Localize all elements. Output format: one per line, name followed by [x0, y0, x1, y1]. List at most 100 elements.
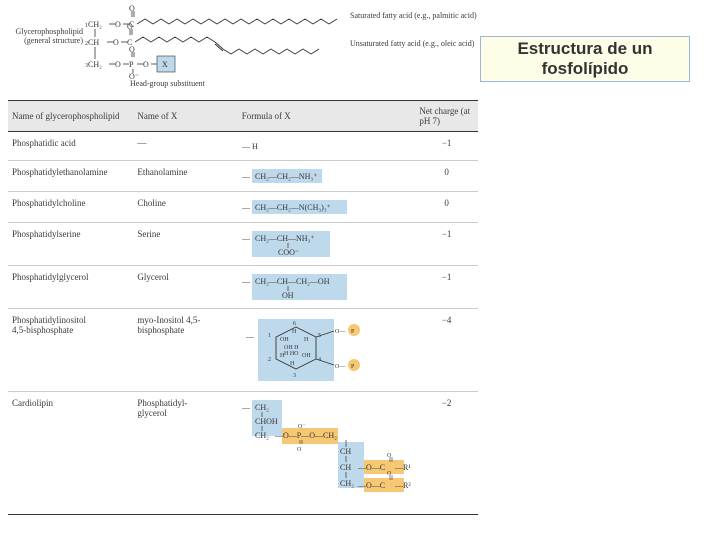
svg-text:—: —: [242, 203, 251, 212]
x-box-label: X: [162, 60, 168, 69]
structure-svg: 1CH₂ 2CH 3CH₂ O C O O C O: [85, 5, 365, 100]
cell-charge: −1: [415, 223, 478, 266]
cell-formula: — CH₂—CH₂—N(CH₃)₃⁺: [238, 192, 416, 223]
svg-text:3: 3: [293, 373, 296, 379]
svg-text:O—: O—: [335, 364, 346, 370]
svg-text:2CH: 2CH: [85, 38, 99, 47]
table-row: CardiolipinPhosphatidyl- glycerol — CH₂ …: [8, 392, 478, 515]
svg-text:—R¹: —R¹: [394, 463, 411, 472]
cell-name: Cardiolipin: [8, 392, 133, 515]
svg-text:CH₂—CH—NH₃⁺: CH₂—CH—NH₃⁺: [255, 234, 315, 243]
svg-text:O⁻: O⁻: [129, 72, 139, 81]
svg-text:6: 6: [293, 321, 296, 327]
svg-text:—: —: [242, 234, 251, 243]
table-header-row: Name of glycerophospholipid Name of X Fo…: [8, 101, 478, 132]
cell-name: Phosphatidylserine: [8, 223, 133, 266]
svg-text:OH: OH: [280, 337, 289, 343]
cell-charge: −1: [415, 266, 478, 309]
table-row: PhosphatidylserineSerine — CH₂—CH—NH₃⁺ C…: [8, 223, 478, 266]
svg-text:OH: OH: [282, 291, 294, 300]
svg-text:P: P: [129, 60, 134, 69]
svg-text:CH: CH: [340, 447, 351, 456]
svg-text:1: 1: [268, 333, 271, 339]
svg-text:O: O: [113, 38, 119, 47]
svg-text:H HO: H HO: [284, 351, 299, 357]
page: Estructura de un fosfolípido Glycerophos…: [0, 0, 720, 540]
cell-xname: Ethanolamine: [133, 161, 237, 192]
cell-charge: 0: [415, 192, 478, 223]
svg-text:O: O: [297, 447, 302, 453]
svg-text:COO⁻: COO⁻: [278, 248, 299, 257]
svg-text:O⁻: O⁻: [298, 424, 306, 430]
svg-text:CH₂: CH₂: [340, 479, 354, 488]
cell-formula: — H: [238, 132, 416, 161]
svg-text:—: —: [245, 332, 255, 341]
cell-name: Phosphatidylinositol 4,5-bisphosphate: [8, 309, 133, 392]
svg-text:H: H: [290, 361, 295, 367]
svg-text:O—: O—: [335, 329, 346, 335]
structure-label-left: Glycerophospholipid (general structure): [5, 28, 83, 46]
svg-text:CH₂: CH₂: [255, 431, 269, 440]
th-formula: Formula of X: [238, 101, 416, 132]
cell-formula: — CH₂—CH—NH₃⁺ COO⁻: [238, 223, 416, 266]
svg-text:O: O: [115, 60, 121, 69]
cell-formula: — CH₂—CH₂—NH₃⁺: [238, 161, 416, 192]
table-row: PhosphatidylcholineCholine — CH₂—CH₂—N(C…: [8, 192, 478, 223]
cell-name: Phosphatidylglycerol: [8, 266, 133, 309]
cell-xname: Choline: [133, 192, 237, 223]
svg-text:CHOH: CHOH: [255, 417, 278, 426]
svg-text:—: —: [242, 172, 251, 181]
cell-formula: — CH₂ CHOH CH₂ —O—P—O—CH₂ O⁻ O CH CH CH₂…: [238, 392, 416, 515]
svg-text:O: O: [387, 471, 392, 477]
cell-xname: Serine: [133, 223, 237, 266]
svg-text:CH₂: CH₂: [255, 403, 269, 412]
svg-text:O: O: [127, 22, 133, 31]
svg-text:—O—C: —O—C: [357, 481, 385, 490]
svg-text:CH₂—CH₂—N(CH₃)₃⁺: CH₂—CH₂—N(CH₃)₃⁺: [255, 203, 331, 212]
svg-text:O: O: [143, 60, 149, 69]
cell-xname: Phosphatidyl- glycerol: [133, 392, 237, 515]
cell-charge: 0: [415, 161, 478, 192]
svg-text:O: O: [129, 5, 135, 13]
cell-name: Phosphatidylcholine: [8, 192, 133, 223]
title-text: Estructura de un fosfolípido: [481, 39, 689, 80]
svg-text:O: O: [115, 20, 121, 29]
table-row: PhosphatidylethanolamineEthanolamine — C…: [8, 161, 478, 192]
cell-charge: −4: [415, 309, 478, 392]
phospholipid-structure-diagram: Glycerophospholipid (general structure) …: [0, 0, 490, 100]
table-row: Phosphatidic acid— — H −1: [8, 132, 478, 161]
th-charge: Net charge (at pH 7): [415, 101, 478, 132]
svg-text:3CH₂: 3CH₂: [85, 60, 102, 69]
svg-text:O: O: [129, 45, 135, 54]
svg-text:—: —: [242, 403, 251, 412]
title-callout: Estructura de un fosfolípido: [480, 36, 690, 82]
svg-text:—O—P—O—CH₂: —O—P—O—CH₂: [274, 431, 337, 440]
th-xname: Name of X: [133, 101, 237, 132]
svg-text:H: H: [292, 329, 297, 335]
svg-text:CH₂—CH—CH₂—OH: CH₂—CH—CH₂—OH: [255, 277, 330, 286]
svg-text:OH: OH: [302, 353, 311, 359]
svg-text:1CH₂: 1CH₂: [85, 20, 102, 29]
cell-xname: myo-Inositol 4,5- bisphosphate: [133, 309, 237, 392]
svg-text:—R²: —R²: [394, 481, 411, 490]
cell-xname: —: [133, 132, 237, 161]
structure-label-unsaturated: Unsaturated fatty acid (e.g., oleic acid…: [350, 40, 474, 49]
svg-text:CH₂—CH₂—NH₃⁺: CH₂—CH₂—NH₃⁺: [255, 172, 317, 181]
svg-text:CH: CH: [340, 463, 351, 472]
cell-name: Phosphatidic acid: [8, 132, 133, 161]
cell-formula: — CH₂—CH—CH₂—OH OH: [238, 266, 416, 309]
glycerophospholipid-table: Name of glycerophospholipid Name of X Fo…: [8, 100, 478, 515]
cell-xname: Glycerol: [133, 266, 237, 309]
cell-name: Phosphatidylethanolamine: [8, 161, 133, 192]
svg-text:O: O: [387, 453, 392, 459]
table-row: PhosphatidylglycerolGlycerol — CH₂—CH—CH…: [8, 266, 478, 309]
th-name: Name of glycerophospholipid: [8, 101, 133, 132]
cell-formula: 6 5 4 3 2 1 H H OH H H OH OH H H HO O— P…: [238, 309, 416, 392]
svg-text:2: 2: [268, 357, 271, 363]
svg-text:—: —: [242, 277, 251, 286]
structure-label-saturated: Saturated fatty acid (e.g., palmitic aci…: [350, 12, 477, 21]
cell-charge: −2: [415, 392, 478, 515]
svg-text:—O—C: —O—C: [357, 463, 385, 472]
svg-text:H: H: [304, 337, 309, 343]
table-row: Phosphatidylinositol 4,5-bisphosphatemyo…: [8, 309, 478, 392]
